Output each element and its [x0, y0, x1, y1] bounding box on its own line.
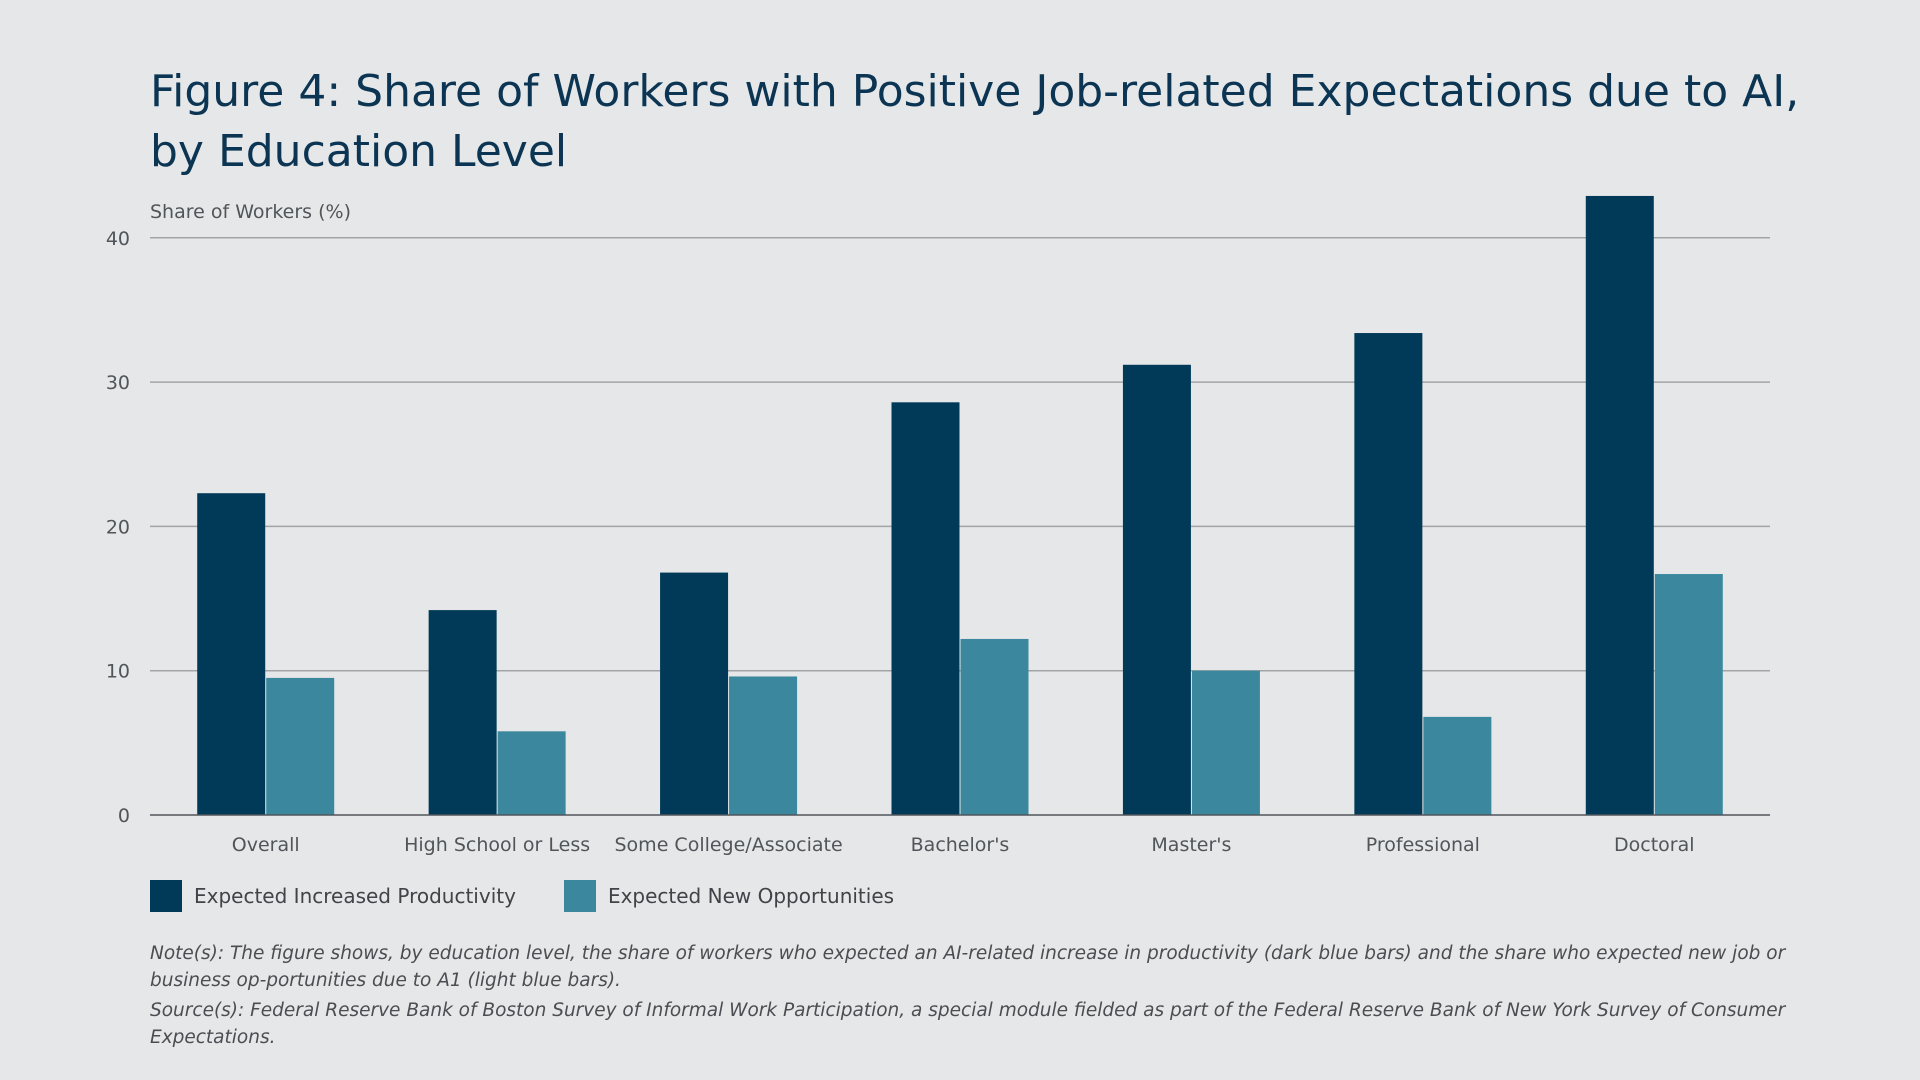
gridlines [150, 237, 1770, 672]
chart-note: Note(s): The figure shows, by education … [150, 943, 1786, 991]
bar-opportunities-6 [1654, 574, 1723, 815]
bar-opportunities-5 [1423, 716, 1492, 815]
bar-productivity-0 [197, 493, 266, 815]
bar-productivity-1 [428, 610, 497, 815]
x-tick-label: Some College/Associate [615, 834, 843, 856]
legend-swatch-productivity [150, 880, 182, 912]
bars [197, 195, 1723, 815]
chart-title: Figure 4: Share of Workers with Positive… [150, 66, 1800, 177]
bar-chart: 0 10 20 30 40 Share of Workers (%) Overall Hi… [106, 195, 1770, 856]
legend-swatch-opportunities [563, 880, 596, 912]
x-tick-label: Master's [1151, 834, 1231, 856]
y-axis-ticks: 0 10 20 30 40 [106, 228, 130, 827]
legend-item-opportunities: Expected New Opportunities [563, 880, 895, 912]
y-tick-label: 10 [106, 661, 130, 683]
bar-productivity-3 [891, 402, 960, 815]
bar-productivity-4 [1122, 364, 1191, 815]
bar-productivity-2 [660, 572, 729, 815]
y-axis-label: Share of Workers (%) [150, 201, 351, 223]
y-tick-label: 0 [118, 805, 130, 827]
bar-opportunities-1 [497, 731, 566, 815]
bar-opportunities-2 [729, 676, 798, 815]
x-tick-label: High School or Less [404, 834, 590, 856]
chart-source: Source(s): Federal Reserve Bank of Bosto… [150, 1000, 1786, 1048]
bar-opportunities-4 [1191, 670, 1260, 815]
x-tick-label: Bachelor's [911, 834, 1010, 856]
x-tick-label: Overall [232, 834, 300, 856]
legend-label-opportunities: Expected New Opportunities [607, 884, 895, 908]
x-tick-label: Doctoral [1614, 834, 1695, 856]
y-tick-label: 40 [106, 228, 130, 250]
x-tick-label: Professional [1366, 834, 1480, 856]
y-tick-label: 30 [106, 372, 130, 394]
bar-productivity-5 [1354, 333, 1423, 815]
legend-item-productivity: Expected Increased Productivity [150, 880, 516, 912]
y-tick-label: 20 [106, 516, 130, 538]
bar-opportunities-3 [960, 638, 1029, 815]
bar-productivity-6 [1585, 195, 1654, 815]
bar-opportunities-0 [266, 677, 335, 815]
legend-label-productivity: Expected Increased Productivity [194, 884, 516, 908]
legend: Expected Increased Productivity Expected… [150, 880, 942, 912]
x-axis-ticks: Overall High School or Less Some College/A… [232, 834, 1695, 856]
